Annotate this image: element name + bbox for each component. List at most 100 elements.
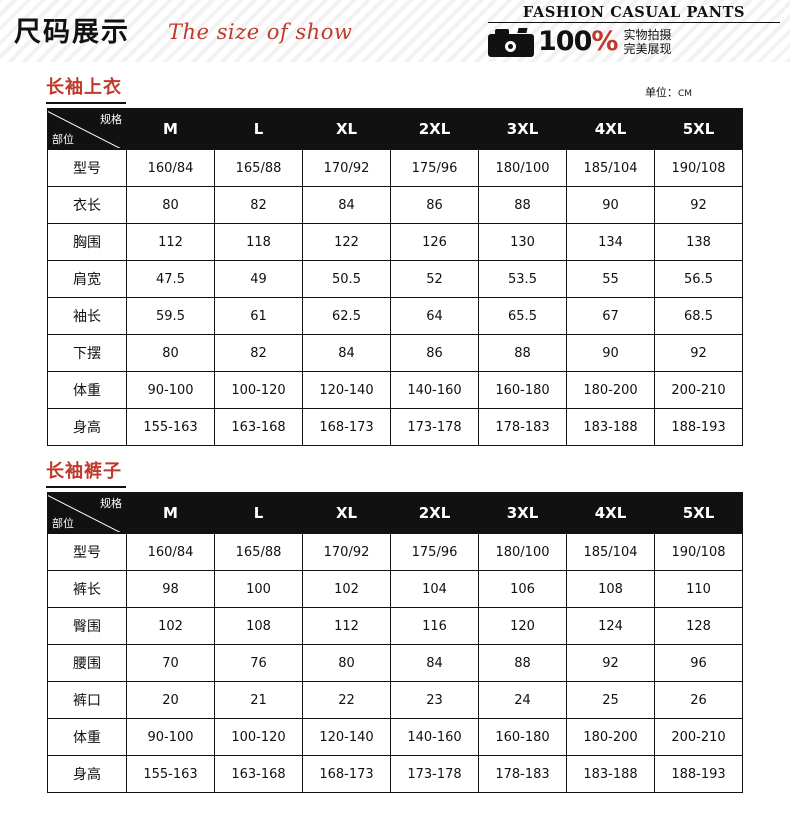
- table-row: 胸围 112 118 122 126 130 134 138: [47, 223, 743, 261]
- cell: 50.5: [302, 260, 391, 298]
- section-top: 长袖上衣 单位：CM 规格 部位 M L XL 2XL: [0, 76, 790, 446]
- cell: 96: [654, 644, 743, 682]
- column-header-m: M: [126, 492, 215, 534]
- cell: 188-193: [654, 408, 743, 446]
- cell: 165/88: [214, 149, 303, 187]
- table-row: 型号 160/84 165/88 170/92 175/96 180/100 1…: [47, 149, 743, 187]
- cell: 55: [566, 260, 655, 298]
- authentic-photo-percent: 100%: [538, 26, 618, 57]
- table-row: 下摆 80 82 84 86 88 90 92: [47, 334, 743, 372]
- cell: 100-120: [214, 371, 303, 409]
- unit-value: CM: [677, 89, 692, 99]
- row-label: 型号: [47, 149, 127, 187]
- column-header-2xl: 2XL: [390, 108, 479, 150]
- row-label: 裤长: [47, 570, 127, 608]
- section-pants: 长袖裤子 规格 部位 M L XL 2XL 3XL: [0, 460, 790, 793]
- table-corner-cell: 规格 部位: [47, 492, 127, 534]
- cell: 21: [214, 681, 303, 719]
- cell: 68.5: [654, 297, 743, 335]
- cell: 52: [390, 260, 479, 298]
- cell: 178-183: [478, 408, 567, 446]
- cell: 80: [302, 644, 391, 682]
- table-row: 型号 160/84 165/88 170/92 175/96 180/100 1…: [47, 533, 743, 571]
- cell: 185/104: [566, 149, 655, 187]
- cell: 24: [478, 681, 567, 719]
- table-row: 肩宽 47.5 49 50.5 52 53.5 55 56.5: [47, 260, 743, 298]
- cell: 80: [126, 334, 215, 372]
- cell: 190/108: [654, 149, 743, 187]
- cell: 165/88: [214, 533, 303, 571]
- cell: 22: [302, 681, 391, 719]
- cell: 170/92: [302, 149, 391, 187]
- cell: 155-163: [126, 408, 215, 446]
- cell: 180-200: [566, 718, 655, 756]
- cell: 90-100: [126, 371, 215, 409]
- column-header-xl: XL: [302, 492, 391, 534]
- cell: 120-140: [302, 718, 391, 756]
- section-pants-title: 长袖裤子: [46, 460, 126, 488]
- cell: 112: [126, 223, 215, 261]
- table-row: 裤长 98 100 102 104 106 108 110: [47, 570, 743, 608]
- row-label: 腰围: [47, 644, 127, 682]
- cell: 110: [654, 570, 743, 608]
- cell: 100: [214, 570, 303, 608]
- cell: 170/92: [302, 533, 391, 571]
- row-label: 袖长: [47, 297, 127, 335]
- table-row: 裤口 20 21 22 23 24 25 26: [47, 681, 743, 719]
- cell: 92: [654, 334, 743, 372]
- cell: 200-210: [654, 718, 743, 756]
- cell: 168-173: [302, 408, 391, 446]
- cell: 98: [126, 570, 215, 608]
- cell: 90: [566, 334, 655, 372]
- row-label: 胸围: [47, 223, 127, 261]
- cell: 126: [390, 223, 479, 261]
- table-row: 体重 90-100 100-120 120-140 140-160 160-18…: [47, 371, 743, 409]
- banner-brand-text: FASHION CASUAL PANTS: [488, 4, 780, 23]
- row-label: 肩宽: [47, 260, 127, 298]
- cell: 88: [478, 334, 567, 372]
- cell: 183-188: [566, 755, 655, 793]
- cell: 168-173: [302, 755, 391, 793]
- corner-label-spec: 规格: [100, 497, 122, 510]
- cell: 200-210: [654, 371, 743, 409]
- cell: 82: [214, 334, 303, 372]
- camera-icon: [488, 27, 534, 57]
- cell: 140-160: [390, 371, 479, 409]
- cell: 70: [126, 644, 215, 682]
- cell: 173-178: [390, 755, 479, 793]
- cell: 49: [214, 260, 303, 298]
- percent-symbol: %: [591, 26, 618, 57]
- table-row: 衣长 80 82 84 86 88 90 92: [47, 186, 743, 224]
- authentic-photo-note: 实物拍摄 完美展现: [623, 28, 671, 56]
- cell: 175/96: [390, 533, 479, 571]
- cell: 53.5: [478, 260, 567, 298]
- row-label: 臀围: [47, 607, 127, 645]
- cell: 160-180: [478, 371, 567, 409]
- table-row: 体重 90-100 100-120 120-140 140-160 160-18…: [47, 718, 743, 756]
- cell: 20: [126, 681, 215, 719]
- column-header-2xl: 2XL: [390, 492, 479, 534]
- row-label: 体重: [47, 371, 127, 409]
- cell: 92: [566, 644, 655, 682]
- cell: 173-178: [390, 408, 479, 446]
- column-header-m: M: [126, 108, 215, 150]
- corner-label-part: 部位: [52, 133, 74, 146]
- cell: 108: [214, 607, 303, 645]
- table-row: 臀围 102 108 112 116 120 124 128: [47, 607, 743, 645]
- cell: 190/108: [654, 533, 743, 571]
- cell: 84: [390, 644, 479, 682]
- row-label: 身高: [47, 408, 127, 446]
- cell: 163-168: [214, 408, 303, 446]
- cell: 175/96: [390, 149, 479, 187]
- cell: 178-183: [478, 755, 567, 793]
- cell: 88: [478, 186, 567, 224]
- cell: 116: [390, 607, 479, 645]
- corner-label-part: 部位: [52, 517, 74, 530]
- cell: 26: [654, 681, 743, 719]
- column-header-5xl: 5XL: [654, 492, 743, 534]
- cell: 140-160: [390, 718, 479, 756]
- row-label: 体重: [47, 718, 127, 756]
- column-header-l: L: [214, 108, 303, 150]
- table-row: 身高 155-163 163-168 168-173 173-178 178-1…: [47, 755, 743, 793]
